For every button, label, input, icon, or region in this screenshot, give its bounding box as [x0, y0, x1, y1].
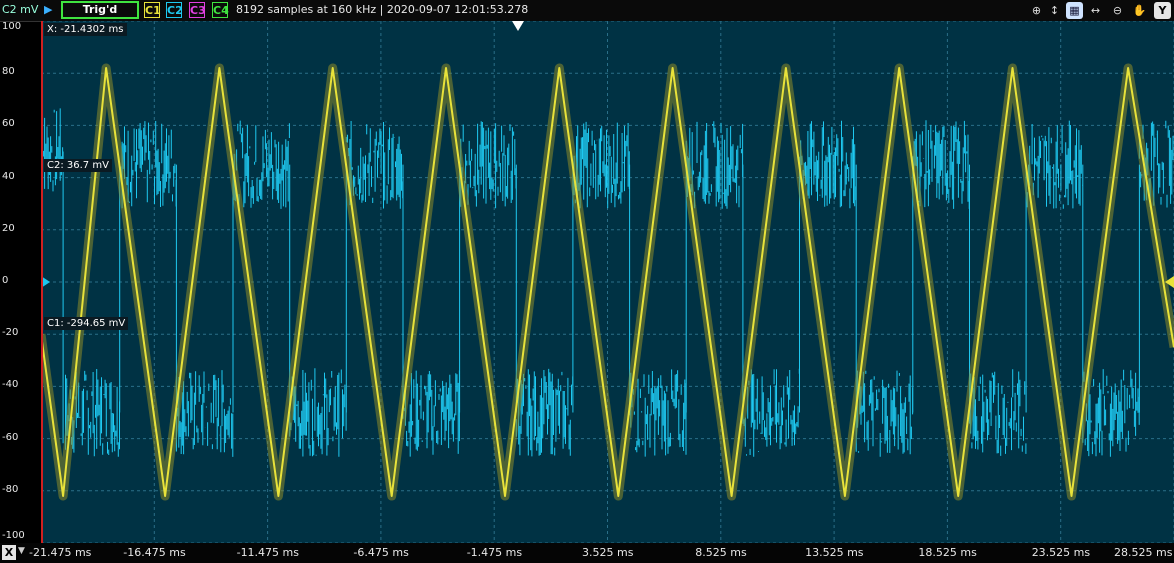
x-tick-label: -1.475 ms: [466, 546, 523, 559]
channel-c4-button[interactable]: C4: [212, 2, 229, 18]
y-tick-label: 0: [2, 275, 9, 286]
channel-c1-button[interactable]: C1: [144, 2, 161, 18]
y-tick-label: -60: [2, 431, 19, 443]
x-cursor-readout: X: -21.4302 ms: [44, 23, 127, 36]
x-tick-label: -11.475 ms: [236, 546, 299, 559]
c2-zero-marker-icon: [41, 276, 50, 288]
x-tick-label: 13.525 ms: [805, 546, 864, 559]
zoom-x-icon[interactable]: ↔: [1090, 4, 1101, 17]
y-axis-labels: 100 80 60 40 20 0 -20 -40 -60 -80 -100: [0, 21, 41, 543]
trigger-marker-icon: [512, 21, 524, 31]
x-tick-label: 23.525 ms: [1031, 546, 1091, 559]
c2-cursor-readout: C2: 36.7 mV: [44, 159, 112, 172]
zoom-fit-icon[interactable]: ↕: [1049, 4, 1060, 17]
acquisition-info: 8192 samples at 160 kHz | 2020-09-07 12:…: [236, 3, 529, 16]
c1-cursor-readout: C1: -294.65 mV: [44, 317, 129, 330]
x-tick-label: -6.475 ms: [353, 546, 409, 559]
unit-label: C2 mV: [2, 3, 39, 16]
x-tick-label: 18.525 ms: [918, 546, 977, 559]
x-tick-label: -16.475 ms: [123, 546, 186, 559]
y-tick-label: -20: [2, 327, 19, 339]
zoom-in-icon[interactable]: ⊕: [1031, 4, 1042, 17]
y-tick-label: -100: [2, 530, 25, 541]
zoom-out-icon[interactable]: ⊖: [1112, 4, 1123, 17]
pan-icon[interactable]: ✋: [1132, 4, 1147, 17]
plot-area[interactable]: [41, 21, 1174, 543]
series-c1-line: [41, 67, 1174, 497]
y-tick-label: 80: [2, 66, 15, 78]
channel-c2-button[interactable]: C2: [166, 2, 183, 18]
y-tick-label: -40: [2, 379, 19, 391]
x-tick-label: 3.525 ms: [582, 546, 634, 559]
x-tick-label: 28.525 ms: [1114, 546, 1173, 559]
c1-zero-marker-icon: [1165, 276, 1174, 288]
trigger-status-button[interactable]: Trig'd: [61, 1, 139, 19]
y-tick-label: 60: [2, 118, 15, 130]
y-tick-label: 20: [2, 222, 15, 234]
chevron-down-icon[interactable]: ▼: [18, 546, 25, 556]
toolbar: C2 mV ▶ Trig'd C1 C2 C3 C4 8192 samples …: [0, 0, 1174, 22]
channel-c3-button[interactable]: C3: [189, 2, 206, 18]
x-axis-button[interactable]: X: [2, 545, 16, 560]
zoom-box-icon[interactable]: ▦: [1066, 2, 1083, 19]
x-axis-bar: X ▼ -21.475 ms -16.475 ms -11.475 ms -6.475…: [0, 543, 1174, 563]
x-tick-label: 8.525 ms: [695, 546, 747, 559]
run-arrow-icon[interactable]: ▶: [44, 3, 53, 16]
y-tick-label: 40: [2, 170, 15, 182]
y-tick-label: 100: [2, 21, 22, 32]
x-tick-label: -21.475 ms: [29, 546, 92, 559]
y-tick-label: -80: [2, 483, 19, 495]
y-axis-button[interactable]: Y: [1154, 2, 1171, 19]
